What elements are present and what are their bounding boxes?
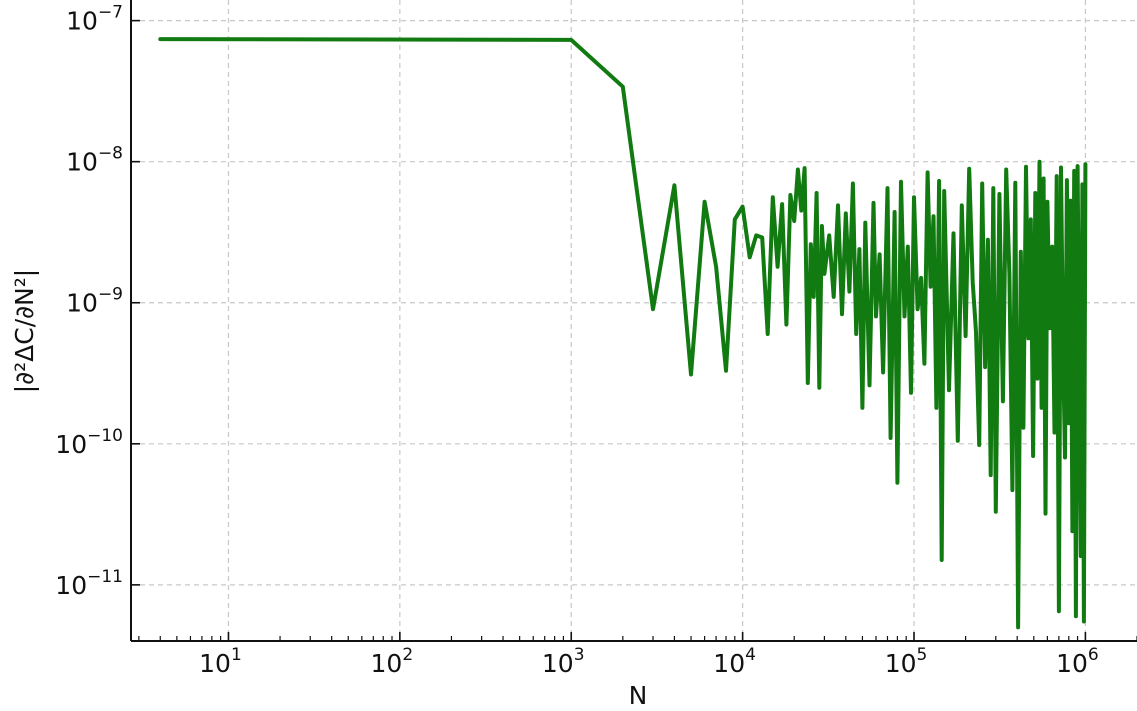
x-tick-label-exponent: 3: [574, 645, 585, 665]
x-tick-label-exponent: 1: [231, 645, 242, 665]
x-tick-label-exponent: 4: [745, 645, 756, 665]
y-tick-label-exponent: −7: [98, 3, 123, 23]
y-tick-label: 10−8: [66, 144, 123, 177]
x-tick-label-base: 10: [371, 649, 403, 678]
series-layer: [158, 37, 1088, 630]
y-tick-label-exponent: −8: [98, 144, 123, 164]
x-tick-label: 105: [885, 645, 928, 678]
y-tick-label-base: 10: [66, 289, 98, 318]
x-tick-label-base: 10: [1056, 649, 1088, 678]
y-tick-label-exponent: −10: [87, 426, 123, 446]
x-tick-label-base: 10: [199, 649, 231, 678]
y-tick-label: 10−9: [66, 285, 123, 318]
y-tick-label: 10−7: [66, 3, 123, 36]
data-series-line: [158, 37, 1088, 630]
y-axis-title: |∂²ΔC/∂N²|: [10, 269, 39, 393]
x-tick-label: 104: [713, 645, 756, 678]
y-tick-label-exponent: −9: [98, 285, 123, 305]
axes-layer: [130, 0, 1137, 642]
x-tick-label-exponent: 6: [1088, 645, 1099, 665]
y-tick-label-base: 10: [66, 7, 98, 36]
y-tick-label-exponent: −11: [87, 567, 123, 587]
x-axis-title: N: [629, 681, 648, 710]
x-tick-label-base: 10: [713, 649, 745, 678]
x-tick-label-exponent: 5: [917, 645, 928, 665]
y-tick-label-base: 10: [55, 430, 87, 459]
x-tick-label-base: 10: [885, 649, 917, 678]
x-tick-label: 101: [199, 645, 242, 678]
x-tick-label-base: 10: [542, 649, 574, 678]
y-tick-label-base: 10: [55, 571, 87, 600]
y-tick-label: 10−10: [55, 426, 123, 459]
y-tick-label: 10−11: [55, 567, 123, 600]
x-tick-label-exponent: 2: [402, 645, 413, 665]
x-tick-label: 102: [371, 645, 414, 678]
y-tick-label-base: 10: [66, 148, 98, 177]
x-tick-label: 103: [542, 645, 585, 678]
x-tick-label: 106: [1056, 645, 1099, 678]
